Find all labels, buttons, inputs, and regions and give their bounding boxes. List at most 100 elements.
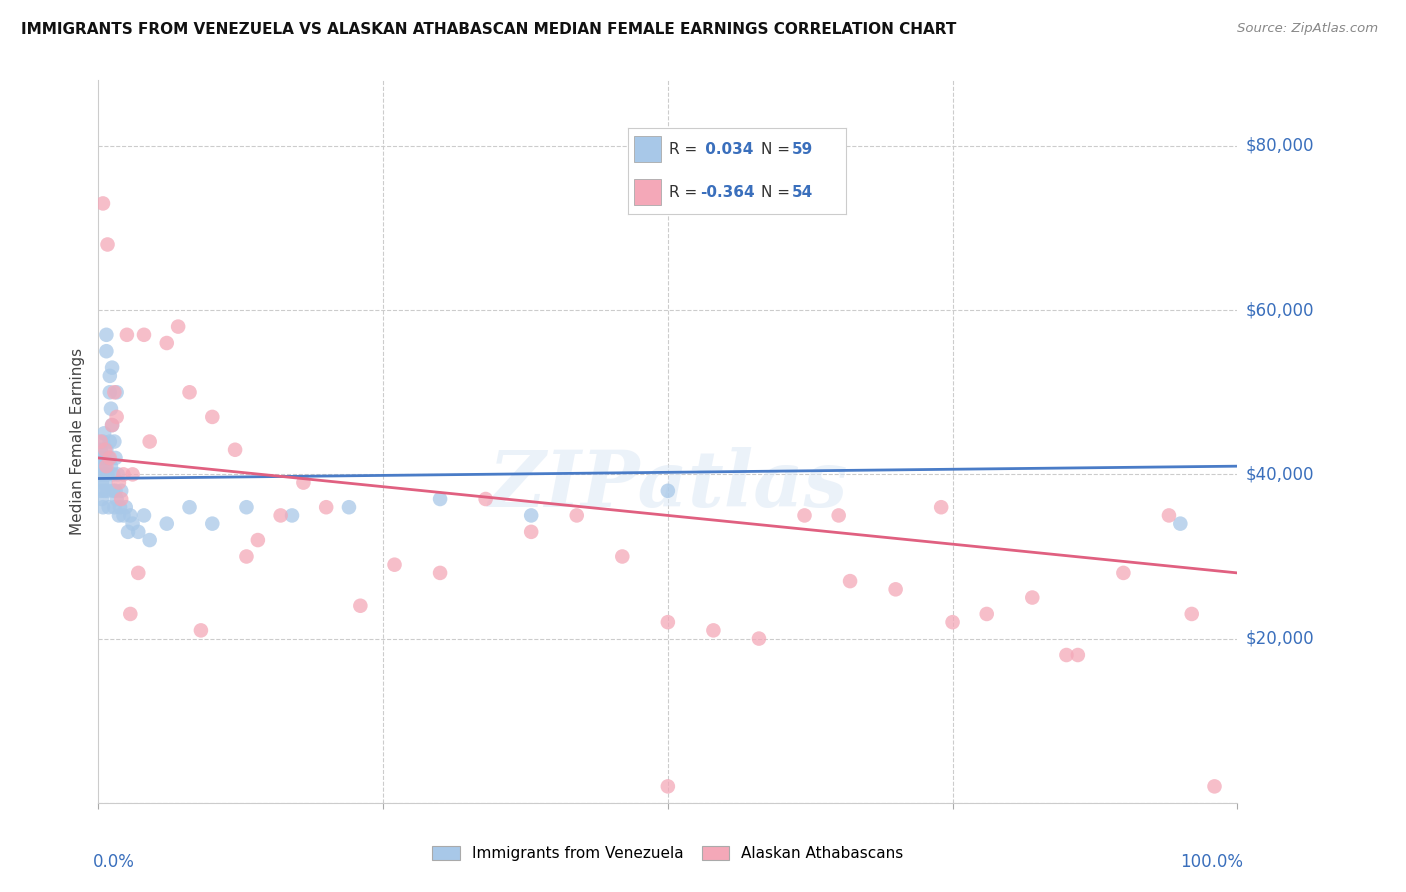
Point: [657, 483, 679, 498]
Point: [93, 426, 115, 441]
Point: [90, 442, 112, 457]
Point: [246, 533, 269, 547]
Point: [1181, 607, 1204, 621]
Point: [96, 459, 118, 474]
Point: [127, 566, 149, 580]
Point: [91, 500, 114, 515]
Point: [281, 508, 304, 523]
Point: [828, 508, 851, 523]
Text: 0.034: 0.034: [700, 142, 754, 157]
Point: [120, 508, 142, 523]
Text: Source: ZipAtlas.com: Source: ZipAtlas.com: [1237, 22, 1378, 36]
Text: N =: N =: [761, 142, 794, 157]
Point: [884, 582, 907, 597]
Point: [104, 450, 127, 465]
Point: [1112, 566, 1135, 580]
Point: [337, 500, 360, 515]
Point: [108, 475, 131, 490]
Point: [565, 508, 588, 523]
Point: [96, 442, 118, 457]
Point: [101, 360, 124, 375]
Point: [132, 508, 155, 523]
Point: [90, 450, 112, 465]
Point: [127, 524, 149, 539]
Point: [429, 491, 451, 506]
Text: 0.0%: 0.0%: [93, 854, 135, 871]
Point: [748, 632, 770, 646]
Point: [96, 467, 118, 482]
Text: R =: R =: [669, 142, 703, 157]
Point: [91, 467, 114, 482]
Point: [90, 459, 112, 474]
Point: [179, 385, 201, 400]
Point: [101, 418, 124, 433]
Point: [90, 434, 112, 449]
Point: [94, 475, 117, 490]
Point: [89, 467, 111, 482]
Point: [90, 491, 112, 506]
Point: [201, 409, 224, 424]
Point: [91, 434, 114, 449]
Point: [90, 483, 112, 498]
Text: 100.0%: 100.0%: [1180, 854, 1243, 871]
Point: [138, 533, 160, 547]
Point: [100, 401, 122, 416]
Point: [235, 500, 257, 515]
Point: [929, 500, 952, 515]
Point: [793, 508, 815, 523]
Point: [115, 327, 138, 342]
Text: $80,000: $80,000: [1246, 137, 1315, 155]
Point: [156, 516, 179, 531]
Point: [104, 483, 127, 498]
Text: 54: 54: [792, 185, 813, 200]
Point: [1054, 648, 1078, 662]
Point: [235, 549, 257, 564]
Point: [156, 336, 179, 351]
Point: [315, 500, 337, 515]
Point: [138, 434, 160, 449]
Point: [474, 491, 496, 506]
Point: [612, 549, 634, 564]
Point: [96, 237, 118, 252]
Point: [110, 491, 132, 506]
Point: [1157, 508, 1180, 523]
Point: [101, 418, 124, 433]
Point: [105, 409, 128, 424]
Text: ZIPatlas: ZIPatlas: [488, 447, 848, 523]
Point: [97, 500, 120, 515]
Point: [98, 434, 121, 449]
Point: [108, 500, 131, 515]
Point: [190, 624, 212, 638]
Point: [107, 467, 129, 482]
Point: [103, 385, 125, 400]
Point: [429, 566, 451, 580]
Bar: [634, 136, 661, 162]
Point: [976, 607, 998, 621]
Point: [942, 615, 965, 630]
Point: [98, 368, 121, 383]
Point: [96, 483, 118, 498]
Text: N =: N =: [761, 185, 794, 200]
Point: [94, 459, 117, 474]
Point: [120, 607, 142, 621]
Point: [167, 319, 190, 334]
Point: [114, 500, 136, 515]
Point: [657, 780, 679, 794]
Point: [110, 483, 132, 498]
Point: [103, 434, 125, 449]
Text: 59: 59: [792, 142, 813, 157]
Text: R =: R =: [669, 185, 703, 200]
Bar: [634, 179, 661, 205]
Point: [105, 385, 128, 400]
Text: $60,000: $60,000: [1246, 301, 1315, 319]
Point: [93, 450, 115, 465]
Point: [520, 524, 543, 539]
Point: [103, 467, 125, 482]
Point: [657, 615, 679, 630]
Point: [96, 327, 118, 342]
Point: [98, 385, 121, 400]
Point: [121, 467, 143, 482]
Point: [292, 475, 315, 490]
Point: [94, 442, 117, 457]
Point: [103, 500, 125, 515]
